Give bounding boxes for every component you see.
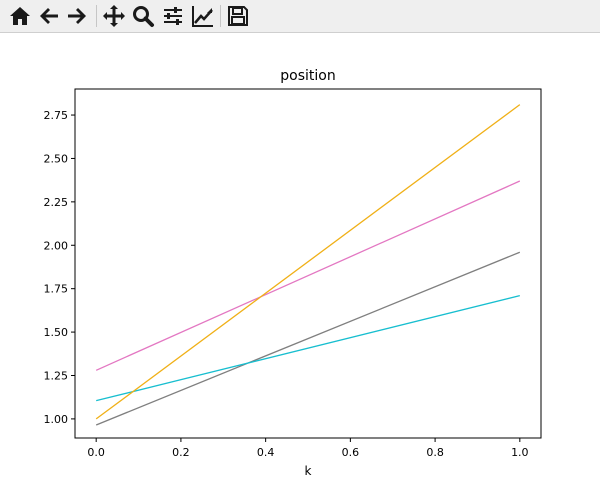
x-tick-label: 1.0	[511, 446, 529, 459]
x-tick-label: 0.6	[342, 446, 360, 459]
y-tick-label: 2.50	[44, 152, 69, 165]
series-line-4	[95, 104, 521, 420]
x-tick-label: 0.4	[257, 446, 275, 459]
y-tick-label: 2.75	[44, 109, 69, 122]
y-tick-label: 1.25	[44, 369, 69, 382]
y-tick-label: 1.00	[44, 413, 69, 426]
zoom-icon[interactable]	[131, 4, 155, 28]
y-tick-label: 2.25	[44, 196, 69, 209]
series-line-2	[95, 251, 521, 426]
series-line-3	[96, 294, 520, 402]
home-icon[interactable]	[8, 4, 32, 28]
x-tick-label: 0.2	[172, 446, 190, 459]
toolbar-separator	[220, 5, 221, 27]
y-tick-label: 2.00	[44, 239, 69, 252]
pan-icon[interactable]	[102, 4, 126, 28]
plot-canvas: position 0.0 0.2 0.4 0.6 0.8 1.0 1.00 1.25 1.50…	[44, 68, 542, 478]
y-tick-label: 1.75	[44, 283, 69, 296]
series-lines	[95, 104, 521, 426]
x-axis-ticks: 0.0 0.2 0.4 0.6 0.8 1.0	[87, 438, 529, 459]
chart-title: position	[280, 68, 335, 84]
back-arrow-icon[interactable]	[37, 4, 61, 28]
x-tick-label: 0.8	[426, 446, 444, 459]
configure-subplots-icon[interactable]	[161, 4, 185, 28]
forward-arrow-icon[interactable]	[65, 4, 89, 28]
edit-axis-icon[interactable]	[191, 4, 215, 28]
x-tick-label: 0.0	[87, 446, 105, 459]
save-icon[interactable]	[226, 4, 250, 28]
axes-frame	[74, 88, 542, 439]
y-tick-label: 1.50	[44, 326, 69, 339]
toolbar	[0, 0, 600, 33]
y-axis-ticks: 1.00 1.25 1.50 1.75 2.00 2.25 2.50 2.75	[44, 109, 75, 426]
series-line-1	[95, 180, 521, 371]
toolbar-separator	[96, 5, 97, 27]
x-axis-label: k	[305, 464, 312, 478]
